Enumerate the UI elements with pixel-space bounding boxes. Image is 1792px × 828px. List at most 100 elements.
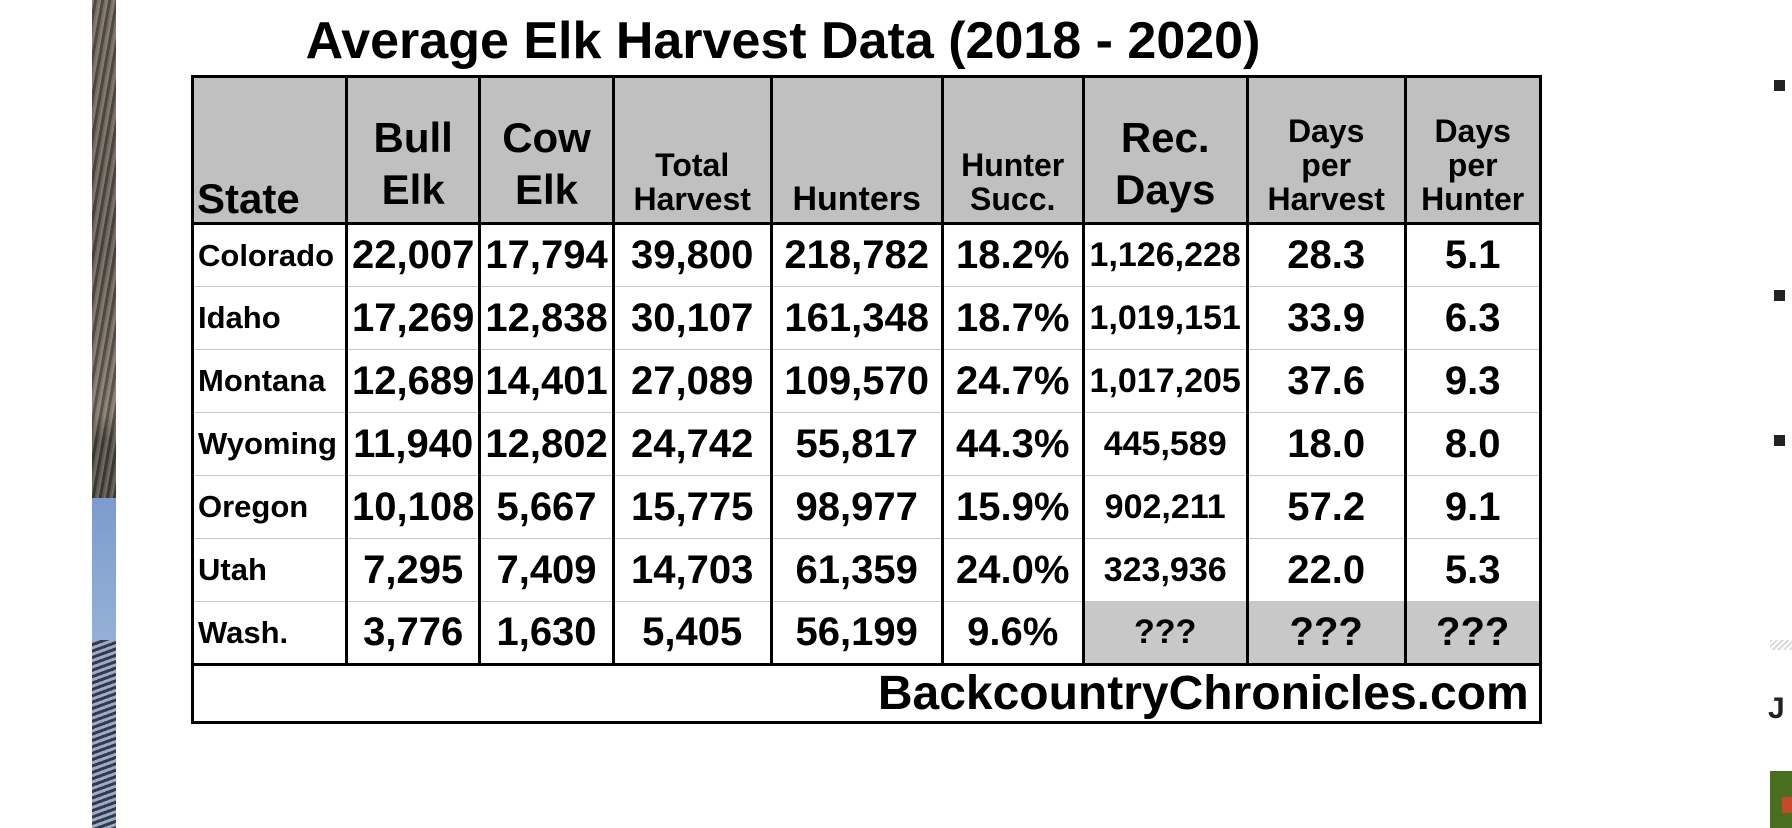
cell-hunters: 218,782 <box>769 223 944 287</box>
column-header-cow-elk: Cow Elk <box>478 75 615 225</box>
column-header-text: Elk <box>381 166 445 213</box>
cell-days-per-harvest: 57.2 <box>1245 475 1407 539</box>
chart-title: Average Elk Harvest Data (2018 - 2020) <box>305 12 1261 70</box>
table-header-row: State Bull Elk Cow Elk Total Harvest Hunters Hun… <box>191 75 1542 225</box>
cell-days-per-harvest: ??? <box>1245 601 1407 666</box>
cell-rec-days: 1,019,151 <box>1081 286 1249 350</box>
column-header-text: Days <box>1434 113 1511 149</box>
table-row: Colorado 22,007 17,794 39,800 218,782 18.2% 1,… <box>191 223 1542 287</box>
sidebar-partial-text: J <box>1768 692 1785 725</box>
cell-hunter-success: 24.0% <box>940 538 1085 602</box>
column-header-text: per <box>1301 147 1352 183</box>
column-header-text: Days <box>1114 166 1216 213</box>
photo-sky <box>92 498 116 658</box>
cell-bull-elk: 3,776 <box>344 601 482 666</box>
column-header-text: State <box>197 175 300 222</box>
cell-hunter-success: 9.6% <box>940 601 1085 666</box>
sidebar-bullet <box>1774 80 1785 91</box>
cell-rec-days: 1,017,205 <box>1081 349 1249 413</box>
cell-state: Montana <box>191 349 348 413</box>
column-header-days-per-harvest: Days per Harvest <box>1245 75 1407 225</box>
column-header-days-per-hunter: Days per Hunter <box>1403 75 1542 225</box>
cell-hunter-success: 44.3% <box>940 412 1085 476</box>
cell-hunter-success: 24.7% <box>940 349 1085 413</box>
column-header-text: Elk <box>514 166 579 213</box>
column-header-text: Bull <box>373 114 453 161</box>
table-row: Wyoming 11,940 12,802 24,742 55,817 44.3% 445,… <box>191 412 1542 476</box>
cell-hunter-success: 15.9% <box>940 475 1085 539</box>
sidebar-thumbnail[interactable] <box>1770 771 1792 828</box>
cell-cow-elk: 12,838 <box>478 286 615 350</box>
background-photo-strip <box>92 0 116 828</box>
cell-days-per-hunter: 5.3 <box>1403 538 1542 602</box>
cell-total-harvest: 39,800 <box>611 223 773 287</box>
column-header-text: Succ. <box>970 181 1056 217</box>
cell-days-per-harvest: 22.0 <box>1245 538 1407 602</box>
cell-hunters: 56,199 <box>769 601 944 666</box>
column-header-hunter-success: Hunter Succ. <box>940 75 1085 225</box>
column-header-bull-elk: Bull Elk <box>344 75 482 225</box>
cell-hunter-success: 18.2% <box>940 223 1085 287</box>
column-header-text: Hunter <box>961 147 1065 183</box>
table-row: Montana 12,689 14,401 27,089 109,570 24.7% 1,0… <box>191 349 1542 413</box>
column-header-text: Hunter <box>1421 181 1525 217</box>
cell-hunters: 161,348 <box>769 286 944 350</box>
sidebar-divider <box>1770 640 1792 650</box>
sidebar-bullet <box>1774 435 1785 446</box>
cell-cow-elk: 14,401 <box>478 349 615 413</box>
table-body: Colorado 22,007 17,794 39,800 218,782 18.2% 1,… <box>191 223 1542 666</box>
cell-cow-elk: 12,802 <box>478 412 615 476</box>
column-header-text: per <box>1447 147 1498 183</box>
column-header-total-harvest: Total Harvest <box>611 75 773 225</box>
table-row: Idaho 17,269 12,838 30,107 161,348 18.7% 1,019… <box>191 286 1542 350</box>
table-footer-row: BackcountryChronicles.com <box>191 663 1542 724</box>
cell-state: Colorado <box>191 223 348 287</box>
cell-days-per-hunter: 9.3 <box>1403 349 1542 413</box>
cell-cow-elk: 5,667 <box>478 475 615 539</box>
cell-bull-elk: 10,108 <box>344 475 482 539</box>
table-row: Oregon 10,108 5,667 15,775 98,977 15.9% 902,21… <box>191 475 1542 539</box>
cell-hunters: 61,359 <box>769 538 944 602</box>
column-header-state: State <box>191 75 348 225</box>
cell-total-harvest: 15,775 <box>611 475 773 539</box>
source-credit: BackcountryChronicles.com <box>191 663 1542 724</box>
cell-rec-days: 1,126,228 <box>1081 223 1249 287</box>
cell-bull-elk: 7,295 <box>344 538 482 602</box>
column-header-text: Total <box>655 147 730 183</box>
cell-bull-elk: 11,940 <box>344 412 482 476</box>
cell-bull-elk: 22,007 <box>344 223 482 287</box>
sidebar-bullet <box>1774 290 1785 301</box>
cell-state: Wyoming <box>191 412 348 476</box>
cell-days-per-harvest: 28.3 <box>1245 223 1407 287</box>
cell-cow-elk: 17,794 <box>478 223 615 287</box>
cell-cow-elk: 7,409 <box>478 538 615 602</box>
cell-days-per-hunter: 9.1 <box>1403 475 1542 539</box>
cell-state: Oregon <box>191 475 348 539</box>
cell-days-per-harvest: 33.9 <box>1245 286 1407 350</box>
cell-total-harvest: 14,703 <box>611 538 773 602</box>
cell-rec-days: ??? <box>1081 601 1249 666</box>
elk-harvest-table: State Bull Elk Cow Elk Total Harvest Hunters Hun… <box>191 75 1542 724</box>
cell-days-per-hunter: ??? <box>1403 601 1542 666</box>
cell-hunters: 109,570 <box>769 349 944 413</box>
cell-cow-elk: 1,630 <box>478 601 615 666</box>
cell-days-per-harvest: 37.6 <box>1245 349 1407 413</box>
cell-rec-days: 445,589 <box>1081 412 1249 476</box>
table-row: Wash. 3,776 1,630 5,405 56,199 9.6%????????? <box>191 601 1542 666</box>
table-row: Utah 7,295 7,409 14,703 61,359 24.0% 323,936 22… <box>191 538 1542 602</box>
photo-snow <box>92 640 116 828</box>
cell-total-harvest: 5,405 <box>611 601 773 666</box>
cell-rec-days: 902,211 <box>1081 475 1249 539</box>
cell-bull-elk: 17,269 <box>344 286 482 350</box>
column-header-text: Harvest <box>633 181 751 217</box>
column-header-rec-days: Rec. Days <box>1081 75 1249 225</box>
cell-total-harvest: 30,107 <box>611 286 773 350</box>
cell-days-per-hunter: 8.0 <box>1403 412 1542 476</box>
column-header-text: Cow <box>502 114 591 161</box>
cell-hunters: 98,977 <box>769 475 944 539</box>
column-header-text: Hunters <box>792 180 921 218</box>
column-header-hunters: Hunters <box>769 75 944 225</box>
cell-days-per-harvest: 18.0 <box>1245 412 1407 476</box>
cell-hunter-success: 18.7% <box>940 286 1085 350</box>
cell-days-per-hunter: 5.1 <box>1403 223 1542 287</box>
